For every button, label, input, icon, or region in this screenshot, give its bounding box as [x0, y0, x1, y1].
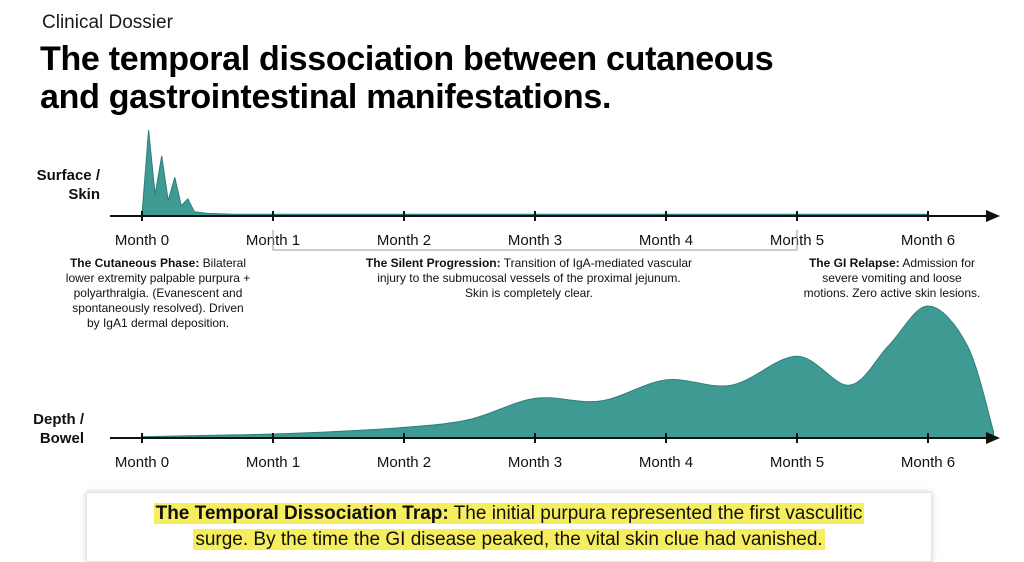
relapse-line-1-rest: Admission for [899, 256, 976, 270]
silent-line-1-rest: Transition of IgA-mediated vascular [500, 256, 693, 270]
surface-tick-label: Month 0 [115, 232, 169, 249]
title-line-2: and gastrointestinal manifestations. [40, 78, 612, 116]
depth-bowel-area [141, 305, 994, 439]
silent-line-1: The Silent Progression: Transition of Ig… [316, 256, 742, 271]
cutaneous-heading: The Cutaneous Phase: [69, 256, 200, 270]
cutaneous-line-2: lower extremity palpable purpura + [65, 271, 251, 285]
depth-tick-label: Month 3 [508, 454, 562, 471]
relapse-line-2: severe vomiting and loose [822, 271, 962, 285]
cutaneous-phase-annotation: The Cutaneous Phase: Bilateral lower ext… [40, 256, 276, 331]
depth-tick-label: Month 1 [246, 454, 300, 471]
silent-progression-bracket [272, 230, 798, 251]
callout-heading: The Temporal Dissociation Trap: [155, 503, 449, 524]
depth-tick-label: Month 5 [770, 454, 824, 471]
silent-line-2: injury to the submucosal vessels of the … [377, 271, 681, 285]
surface-label-line-2: Skin [68, 186, 100, 203]
depth-track-label: Depth / Bowel [14, 410, 84, 448]
callout-line-1-rest: The initial purpura represented the firs… [448, 503, 863, 524]
relapse-line-3: motions. Zero active skin lesions. [803, 286, 981, 300]
cutaneous-line-3: polyarthralgia. (Evanescent and [73, 286, 243, 300]
depth-tick-label: Month 6 [901, 454, 955, 471]
callout-line-2: surge. By the time the GI disease peaked… [87, 527, 931, 553]
depth-axis-arrow [986, 432, 1000, 444]
temporal-dissociation-callout: The Temporal Dissociation Trap: The init… [86, 492, 932, 562]
depth-label-line-1: Depth / [33, 411, 84, 428]
cutaneous-line-1-rest: Bilateral [199, 256, 247, 270]
depth-tick-label: Month 0 [115, 454, 169, 471]
surface-tick-label: Month 4 [639, 232, 693, 249]
relapse-heading: The GI Relapse: [808, 256, 900, 270]
relapse-line-1: The GI Relapse: Admission for [770, 256, 1014, 271]
depth-label-line-2: Bowel [39, 430, 84, 447]
callout-line-2-text: surge. By the time the GI disease peaked… [193, 529, 825, 550]
callout-line-1: The Temporal Dissociation Trap: The init… [87, 501, 931, 527]
cutaneous-line-5: by IgA1 dermal deposition. [86, 316, 230, 330]
surface-label-line-1: Surface / [36, 167, 100, 184]
page-title: The temporal dissociation between cutane… [40, 40, 940, 116]
depth-tick-labels: Month 0 Month 1 Month 2 Month 3 Month 4 Month… [115, 454, 955, 471]
depth-tick-label: Month 2 [377, 454, 431, 471]
silent-progression-annotation: The Silent Progression: Transition of Ig… [316, 256, 742, 301]
silent-line-3: Skin is completely clear. [464, 286, 594, 300]
depth-tick-label: Month 4 [639, 454, 693, 471]
surface-axis [110, 210, 1000, 222]
silent-heading: The Silent Progression: [365, 256, 501, 270]
depth-axis [110, 432, 1000, 444]
title-line-1: The temporal dissociation between cutane… [40, 40, 774, 78]
surface-tick-label: Month 6 [901, 232, 955, 249]
surface-tick-label: Month 3 [508, 232, 562, 249]
dossier-kicker: Clinical Dossier [42, 12, 173, 33]
gi-relapse-annotation: The GI Relapse: Admission for severe vom… [770, 256, 1014, 301]
surface-tick-label: Month 2 [377, 232, 431, 249]
cutaneous-line-1: The Cutaneous Phase: Bilateral [40, 256, 276, 271]
surface-axis-arrow [986, 210, 1000, 222]
surface-tick-labels: Month 0 Month 1 Month 2 Month 3 Month 4 Month… [115, 232, 955, 249]
surface-skin-area [141, 129, 929, 217]
surface-track-label: Surface / Skin [14, 166, 100, 204]
cutaneous-line-4: spontaneously resolved). Driven [72, 301, 244, 315]
